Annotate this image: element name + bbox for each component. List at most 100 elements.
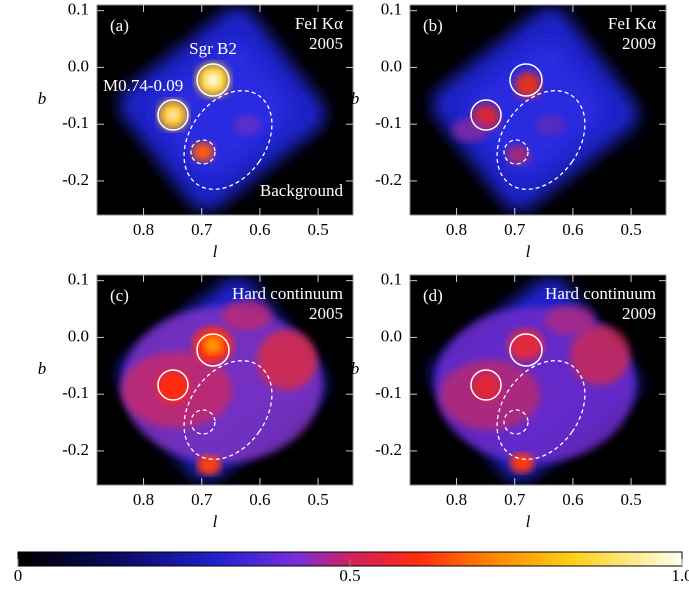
x-tick-label: 0.7 bbox=[504, 220, 526, 239]
x-axis-label: l bbox=[213, 512, 218, 531]
emission-blob bbox=[506, 145, 530, 165]
background-region bbox=[183, 90, 273, 190]
frame bbox=[96, 4, 354, 216]
emission-blob bbox=[545, 305, 595, 335]
panel-subtitle: 2005 bbox=[309, 304, 343, 323]
region-circle bbox=[470, 369, 502, 401]
emission-blob bbox=[472, 373, 500, 401]
x-tick-label: 0.7 bbox=[504, 490, 526, 509]
y-tick-label: 0.0 bbox=[68, 326, 89, 345]
emission-blob bbox=[205, 72, 221, 88]
emission-blob bbox=[197, 455, 221, 475]
annotation: Background bbox=[260, 181, 344, 200]
y-tick-label: 0.1 bbox=[381, 0, 402, 19]
image bbox=[97, 275, 353, 485]
x-axis-label: l bbox=[213, 242, 218, 261]
panel-subtitle: 2009 bbox=[622, 304, 656, 323]
panel: 0.8 0.7 0.6 0.5 0.1 0.0 -0.1 -0.2 l b (b) FeI Kα200… bbox=[351, 0, 667, 261]
y-axis-label: b bbox=[38, 359, 47, 378]
emission-blob bbox=[510, 453, 534, 473]
panel: 0.8 0.7 0.6 0.5 0.1 0.0 -0.1 -0.2 l b (d) Hard cont… bbox=[351, 270, 667, 531]
x-tick-label: 0.7 bbox=[191, 220, 213, 239]
region-circle bbox=[470, 99, 502, 131]
x-axis-label: l bbox=[526, 512, 531, 531]
panel-label: (b) bbox=[423, 16, 443, 35]
x-tick-label: 0.5 bbox=[307, 220, 328, 239]
emission-blob bbox=[192, 142, 214, 162]
frame bbox=[409, 274, 667, 486]
y-tick-label: -0.2 bbox=[375, 440, 402, 459]
background-region bbox=[496, 360, 586, 460]
panel: 0.8 0.7 0.6 0.5 0.1 0.0 -0.1 -0.2 l b (a) FeI Kα200… bbox=[38, 0, 354, 261]
emission-blob bbox=[535, 115, 565, 135]
y-tick-label: -0.1 bbox=[62, 383, 89, 402]
panel-title: Hard continuum bbox=[545, 284, 656, 303]
x-axis-label: l bbox=[526, 242, 531, 261]
background-region bbox=[183, 360, 273, 460]
region-circle bbox=[509, 333, 543, 367]
region-circle bbox=[503, 409, 529, 435]
y-tick-label: 0.0 bbox=[381, 326, 402, 345]
image bbox=[410, 5, 666, 215]
emission-blob bbox=[157, 371, 189, 403]
frame bbox=[96, 274, 354, 486]
panel-subtitle: 2009 bbox=[622, 34, 656, 53]
panel-label: (d) bbox=[423, 286, 443, 305]
x-tick-label: 0.6 bbox=[562, 490, 583, 509]
annotation: M0.74-0.09 bbox=[103, 76, 183, 95]
y-tick-label: -0.2 bbox=[62, 170, 89, 189]
y-tick-label: -0.2 bbox=[62, 440, 89, 459]
y-tick-label: -0.1 bbox=[375, 383, 402, 402]
y-axis-label: b bbox=[38, 89, 47, 108]
background-region bbox=[496, 90, 586, 190]
x-tick-label: 0.8 bbox=[133, 490, 154, 509]
region-circle bbox=[509, 63, 543, 97]
emission-blob bbox=[204, 336, 222, 354]
region-circle bbox=[196, 63, 230, 97]
y-tick-label: 0.0 bbox=[68, 56, 89, 75]
emission-blob bbox=[167, 109, 179, 121]
panel-title: Hard continuum bbox=[232, 284, 343, 303]
y-tick-label: -0.1 bbox=[62, 113, 89, 132]
x-tick-label: 0.8 bbox=[446, 490, 467, 509]
emission-region bbox=[467, 42, 604, 176]
y-tick-label: -0.1 bbox=[375, 113, 402, 132]
y-axis-label: b bbox=[351, 89, 360, 108]
frame bbox=[409, 4, 667, 216]
y-tick-label: 0.1 bbox=[68, 270, 89, 289]
emission-blob bbox=[452, 118, 488, 142]
x-tick-label: 0.8 bbox=[133, 220, 154, 239]
emission-blob bbox=[233, 115, 261, 135]
emission-blob bbox=[570, 325, 630, 385]
colorbar-tick-label: 0.5 bbox=[339, 566, 360, 585]
panel-label: (c) bbox=[110, 286, 129, 305]
emission-blob bbox=[222, 300, 272, 330]
x-tick-label: 0.7 bbox=[191, 490, 213, 509]
y-tick-label: 0.1 bbox=[68, 0, 89, 19]
y-axis-label: b bbox=[351, 359, 360, 378]
image bbox=[410, 275, 666, 485]
panel-title: FeI Kα bbox=[295, 14, 343, 33]
region-circle bbox=[196, 333, 230, 367]
x-tick-label: 0.5 bbox=[307, 490, 328, 509]
region-circle bbox=[190, 409, 216, 435]
image bbox=[97, 5, 353, 215]
x-tick-label: 0.6 bbox=[249, 220, 270, 239]
x-tick-label: 0.8 bbox=[446, 220, 467, 239]
emission-blob bbox=[515, 72, 541, 98]
y-tick-label: 0.0 bbox=[381, 56, 402, 75]
x-tick-label: 0.6 bbox=[562, 220, 583, 239]
x-tick-label: 0.5 bbox=[620, 220, 641, 239]
region-circle bbox=[157, 99, 189, 131]
x-tick-label: 0.5 bbox=[620, 490, 641, 509]
annotation: Sgr B2 bbox=[189, 39, 237, 58]
region-circle bbox=[157, 369, 189, 401]
panel: 0.8 0.7 0.6 0.5 0.1 0.0 -0.1 -0.2 l b (c) Hard cont… bbox=[38, 270, 354, 531]
colorbar-tick-label: 0 bbox=[14, 566, 23, 585]
colorbar-tick-label: 1.0 bbox=[671, 566, 689, 585]
y-tick-label: -0.2 bbox=[375, 170, 402, 189]
panel-label: (a) bbox=[110, 16, 129, 35]
region-circle bbox=[190, 139, 216, 165]
panel-subtitle: 2005 bbox=[309, 34, 343, 53]
